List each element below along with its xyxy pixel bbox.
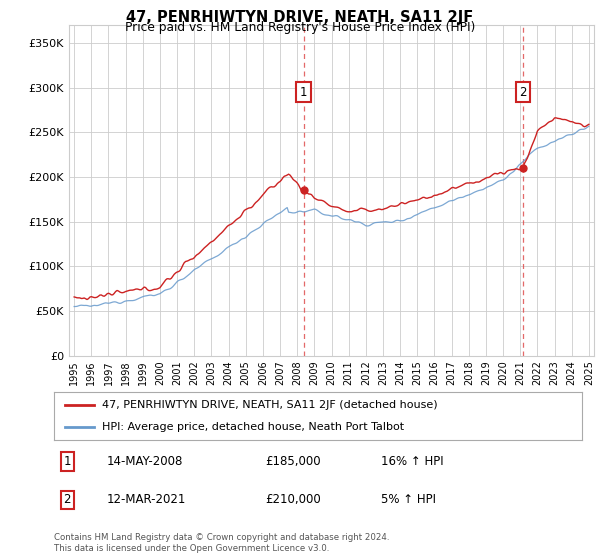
Text: £185,000: £185,000 (265, 455, 321, 468)
Text: Price paid vs. HM Land Registry's House Price Index (HPI): Price paid vs. HM Land Registry's House … (125, 21, 475, 34)
Text: £210,000: £210,000 (265, 493, 321, 506)
Text: 2: 2 (520, 86, 527, 99)
Text: 14-MAY-2008: 14-MAY-2008 (107, 455, 183, 468)
Text: Contains HM Land Registry data © Crown copyright and database right 2024.
This d: Contains HM Land Registry data © Crown c… (54, 533, 389, 553)
Text: 16% ↑ HPI: 16% ↑ HPI (382, 455, 444, 468)
Text: HPI: Average price, detached house, Neath Port Talbot: HPI: Average price, detached house, Neat… (101, 422, 404, 432)
Text: 5% ↑ HPI: 5% ↑ HPI (382, 493, 436, 506)
Text: 1: 1 (300, 86, 307, 99)
Text: 1: 1 (64, 455, 71, 468)
Text: 47, PENRHIWTYN DRIVE, NEATH, SA11 2JF (detached house): 47, PENRHIWTYN DRIVE, NEATH, SA11 2JF (d… (101, 400, 437, 410)
Text: 2: 2 (64, 493, 71, 506)
Text: 12-MAR-2021: 12-MAR-2021 (107, 493, 186, 506)
Text: 47, PENRHIWTYN DRIVE, NEATH, SA11 2JF: 47, PENRHIWTYN DRIVE, NEATH, SA11 2JF (127, 10, 473, 25)
